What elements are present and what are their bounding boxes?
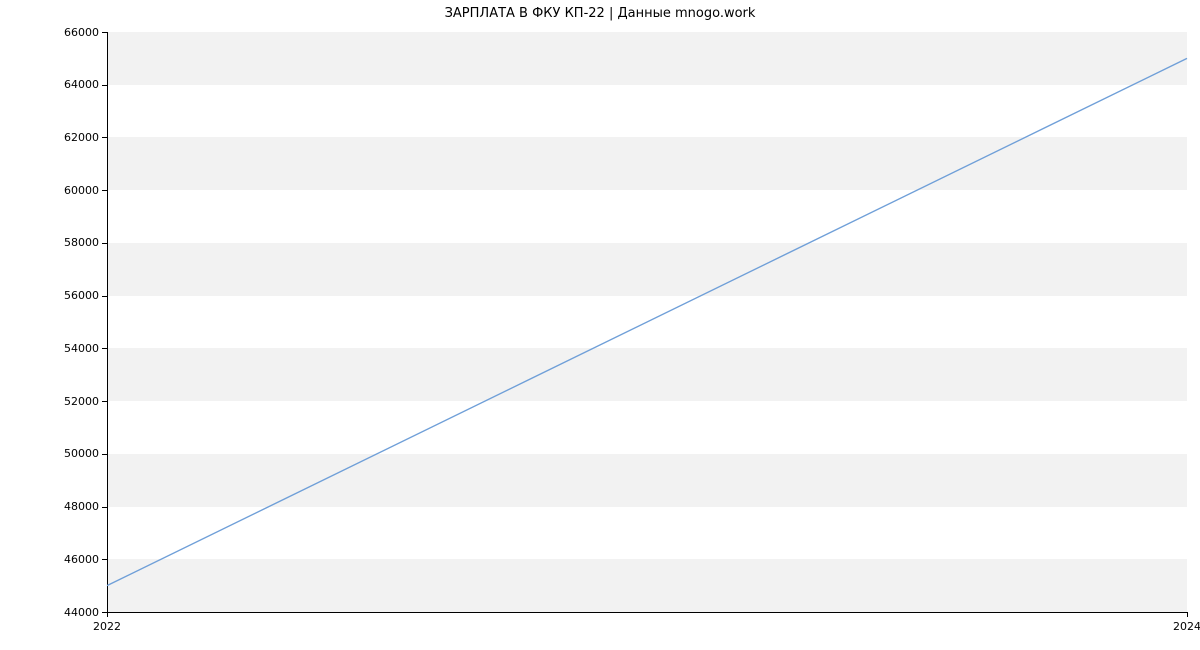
- y-tick-label: 56000: [47, 289, 99, 302]
- y-tick-label: 50000: [47, 447, 99, 460]
- x-tick: [107, 612, 108, 617]
- y-tick-label: 48000: [47, 500, 99, 513]
- series-line-salary: [107, 58, 1187, 585]
- chart-title: ЗАРПЛАТА В ФКУ КП-22 | Данные mnogo.work: [0, 6, 1200, 21]
- x-axis: [107, 612, 1187, 613]
- y-tick-label: 54000: [47, 342, 99, 355]
- y-tick-label: 64000: [47, 78, 99, 91]
- x-tick-label: 2024: [1147, 620, 1200, 633]
- y-tick-label: 46000: [47, 553, 99, 566]
- y-tick-label: 60000: [47, 184, 99, 197]
- y-tick-label: 62000: [47, 131, 99, 144]
- y-tick-label: 66000: [47, 26, 99, 39]
- y-tick-label: 44000: [47, 606, 99, 619]
- y-tick-label: 58000: [47, 236, 99, 249]
- x-tick: [1187, 612, 1188, 617]
- x-tick-label: 2022: [67, 620, 147, 633]
- plot-area: 4400046000480005000052000540005600058000…: [107, 32, 1187, 612]
- salary-line-chart: ЗАРПЛАТА В ФКУ КП-22 | Данные mnogo.work…: [0, 0, 1200, 650]
- y-tick-label: 52000: [47, 395, 99, 408]
- series-layer: [107, 32, 1187, 612]
